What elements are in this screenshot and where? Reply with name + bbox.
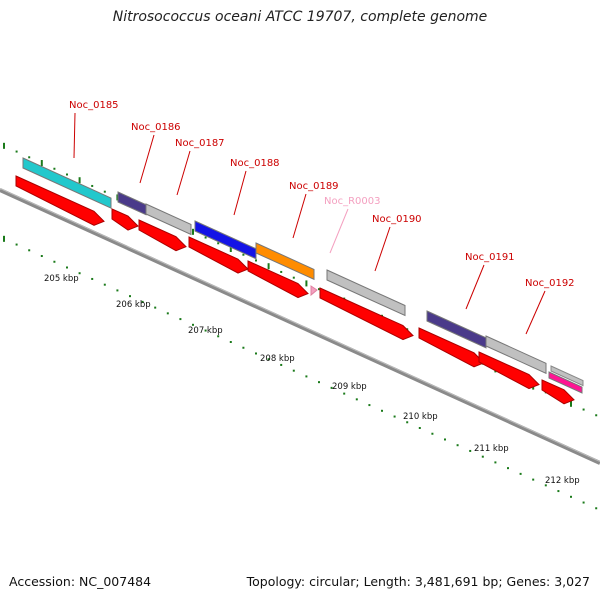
label-leader	[292, 193, 307, 239]
gene-label: Noc_0189	[289, 181, 339, 192]
label-leader	[465, 264, 485, 310]
cds-arrow	[138, 219, 187, 252]
gene-label: Noc_0192	[525, 278, 575, 289]
cog-block	[548, 371, 583, 394]
cds-arrow	[541, 379, 575, 405]
gene-label: Noc_0187	[175, 138, 225, 149]
cog-block	[326, 269, 406, 317]
axis-label: 205 kbp	[44, 274, 79, 284]
cds-arrow	[188, 236, 249, 274]
gene-label: Noc_R0003	[324, 196, 381, 207]
gene-label: Noc_0185	[69, 100, 119, 111]
backbone-highlight	[0, 188, 600, 462]
rna-marker	[310, 285, 318, 297]
label-leader	[329, 208, 349, 254]
genome-summary: Topology: circular; Length: 3,481,691 bp…	[246, 574, 590, 589]
cog-block	[22, 157, 112, 209]
cog-block	[117, 191, 147, 216]
label-leader	[374, 226, 391, 272]
axis-label: 206 kbp	[116, 300, 151, 310]
cds-arrow	[247, 260, 309, 299]
label-leader	[176, 150, 191, 196]
cds-arrow	[418, 327, 485, 368]
backbone-line	[0, 188, 600, 465]
cog-block	[426, 310, 487, 349]
cds-arrow	[478, 351, 540, 390]
cog-block	[145, 203, 192, 236]
gene-label: Noc_0186	[131, 122, 181, 133]
cog-track	[22, 157, 584, 394]
cog-block	[485, 335, 547, 375]
cog-block	[550, 365, 584, 387]
axis-label: 211 kbp	[474, 444, 509, 454]
cog-block	[255, 242, 315, 281]
label-leader	[139, 134, 155, 184]
cds-arrow	[319, 287, 414, 341]
label-leader	[73, 112, 76, 159]
axis-label: 210 kbp	[403, 412, 438, 422]
backbone	[0, 188, 600, 465]
axis-label: 212 kbp	[545, 476, 580, 486]
gene-labels: Noc_0185 Noc_0186 Noc_0187 Noc_0188 Noc_0189…	[69, 100, 575, 335]
label-leader	[233, 170, 247, 216]
accession-text: Accession: NC_007484	[9, 574, 152, 589]
cds-arrow	[111, 208, 139, 231]
cds-arrow	[15, 175, 105, 226]
axis-label: 209 kbp	[332, 382, 367, 392]
axis-label: 207 kbp	[188, 326, 223, 336]
gene-label: Noc_0190	[372, 214, 422, 225]
map-title: Nitrosococcus oceani ATCC 19707, complet…	[112, 9, 488, 25]
axis-labels: 205 kbp 206 kbp 207 kbp 208 kbp 209 kbp 210 k…	[44, 274, 580, 486]
cog-block	[194, 220, 257, 260]
axis-label: 208 kbp	[260, 354, 295, 364]
gene-label: Noc_0191	[465, 252, 515, 263]
label-leader	[525, 290, 546, 335]
cds-track	[15, 175, 575, 405]
gene-label: Noc_0188	[230, 158, 280, 169]
